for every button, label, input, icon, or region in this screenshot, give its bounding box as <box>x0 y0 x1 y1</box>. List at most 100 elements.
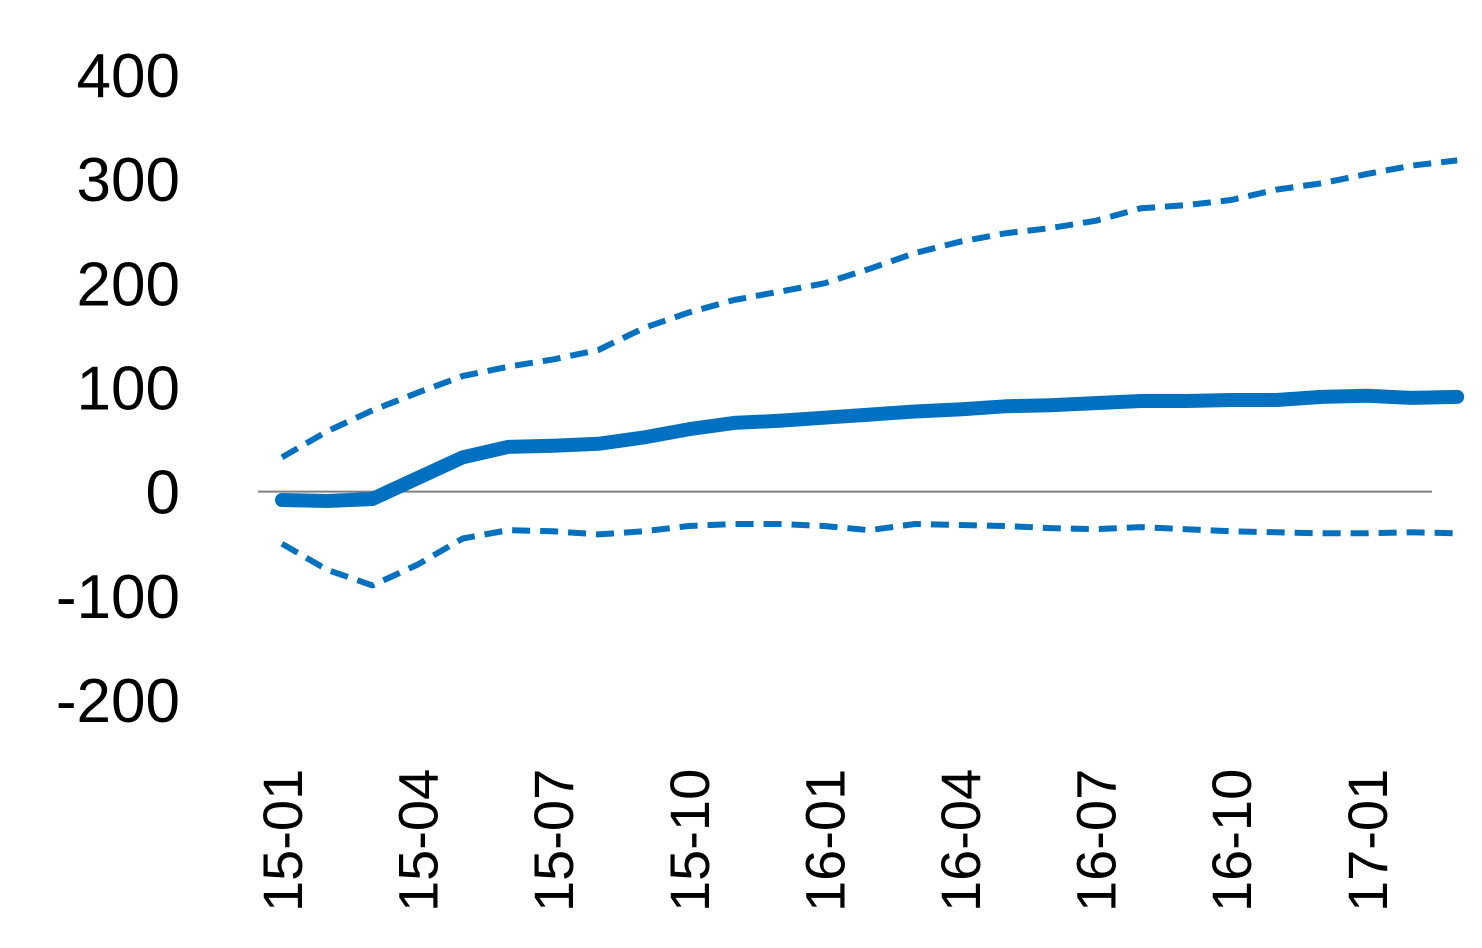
data-point <box>821 523 827 529</box>
data-point <box>957 522 963 528</box>
y-tick-label: 0 <box>146 459 180 528</box>
data-point <box>1273 529 1279 535</box>
x-tick-label: 16-04 <box>929 769 992 912</box>
data-point <box>821 280 827 286</box>
data-point <box>1138 205 1144 211</box>
x-tick-label: 16-10 <box>1200 769 1263 912</box>
x-tick-label: 15-10 <box>658 769 721 912</box>
data-point <box>1183 526 1189 532</box>
data-point <box>415 390 421 396</box>
data-point <box>686 523 692 529</box>
data-point <box>821 415 827 421</box>
x-tick-label: 15-07 <box>522 769 585 912</box>
data-point <box>1364 530 1370 536</box>
data-point <box>1002 523 1008 529</box>
data-point <box>460 454 466 460</box>
data-point <box>1138 524 1144 530</box>
data-point <box>505 364 511 370</box>
x-tick-label: 16-01 <box>793 769 856 912</box>
data-point <box>369 407 375 413</box>
data-point <box>324 567 330 573</box>
data-point <box>776 521 782 527</box>
data-point <box>1319 394 1325 400</box>
y-tick-label: -200 <box>56 667 180 736</box>
data-point <box>324 428 330 434</box>
data-point <box>1138 398 1144 404</box>
data-point <box>957 239 963 245</box>
series-line <box>280 521 1458 589</box>
data-point <box>1319 180 1325 186</box>
data-point <box>776 289 782 295</box>
series-upper-band <box>279 157 1460 460</box>
data-point <box>1409 395 1415 401</box>
data-point <box>279 497 285 503</box>
data-point <box>415 562 421 568</box>
data-point <box>731 297 737 303</box>
data-point <box>1047 402 1053 408</box>
x-axis: 15-01 15-04 15-07 15-10 16-01 16-04 16-07 16-10… <box>251 769 1399 912</box>
data-point <box>1183 398 1189 404</box>
data-point <box>460 536 466 542</box>
data-point <box>1409 529 1415 535</box>
data-point <box>460 373 466 379</box>
y-tick-label: 300 <box>77 146 180 215</box>
data-point <box>1047 225 1053 231</box>
data-point <box>595 347 601 353</box>
data-point <box>867 412 873 418</box>
data-point <box>279 454 285 460</box>
x-tick-label: 15-04 <box>387 769 450 912</box>
data-point <box>1454 394 1460 400</box>
data-point <box>867 527 873 533</box>
data-point <box>1454 530 1460 536</box>
data-point <box>731 521 737 527</box>
data-point <box>1093 400 1099 406</box>
data-point <box>595 531 601 537</box>
data-point <box>1364 393 1370 399</box>
data-point <box>1093 526 1099 532</box>
data-point <box>1183 202 1189 208</box>
series-layer <box>275 157 1465 589</box>
data-point <box>731 420 737 426</box>
data-point <box>279 541 285 547</box>
data-point <box>1228 197 1234 203</box>
data-point <box>912 250 918 256</box>
data-point <box>1273 397 1279 403</box>
data-point <box>550 356 556 362</box>
data-point <box>1228 397 1234 403</box>
data-point <box>550 443 556 449</box>
data-point <box>686 310 692 316</box>
series-line <box>280 157 1458 460</box>
series-central-line <box>275 388 1465 508</box>
data-point <box>505 444 511 450</box>
y-tick-label: 100 <box>77 355 180 424</box>
data-point <box>324 498 330 504</box>
data-point <box>1409 163 1415 169</box>
data-point <box>595 441 601 447</box>
data-point <box>505 527 511 533</box>
series-lower-band <box>279 521 1460 589</box>
data-point <box>369 582 375 588</box>
data-point <box>1002 403 1008 409</box>
data-point <box>415 475 421 481</box>
data-point <box>641 435 647 441</box>
x-tick-label: 15-01 <box>251 769 314 912</box>
y-tick-label: 200 <box>77 250 180 319</box>
data-point <box>1002 230 1008 236</box>
data-point <box>776 418 782 424</box>
data-point <box>867 266 873 272</box>
data-point <box>1319 530 1325 536</box>
data-point <box>957 406 963 412</box>
data-point <box>686 426 692 432</box>
x-tick-label: 17-01 <box>1336 769 1399 912</box>
y-tick-label: 400 <box>77 42 180 111</box>
data-point <box>1454 157 1460 163</box>
data-point <box>912 408 918 414</box>
x-tick-label: 16-07 <box>1065 769 1128 912</box>
data-point <box>912 521 918 527</box>
data-point <box>1047 525 1053 531</box>
data-point <box>641 528 647 534</box>
data-point <box>369 496 375 502</box>
data-point <box>1093 218 1099 224</box>
